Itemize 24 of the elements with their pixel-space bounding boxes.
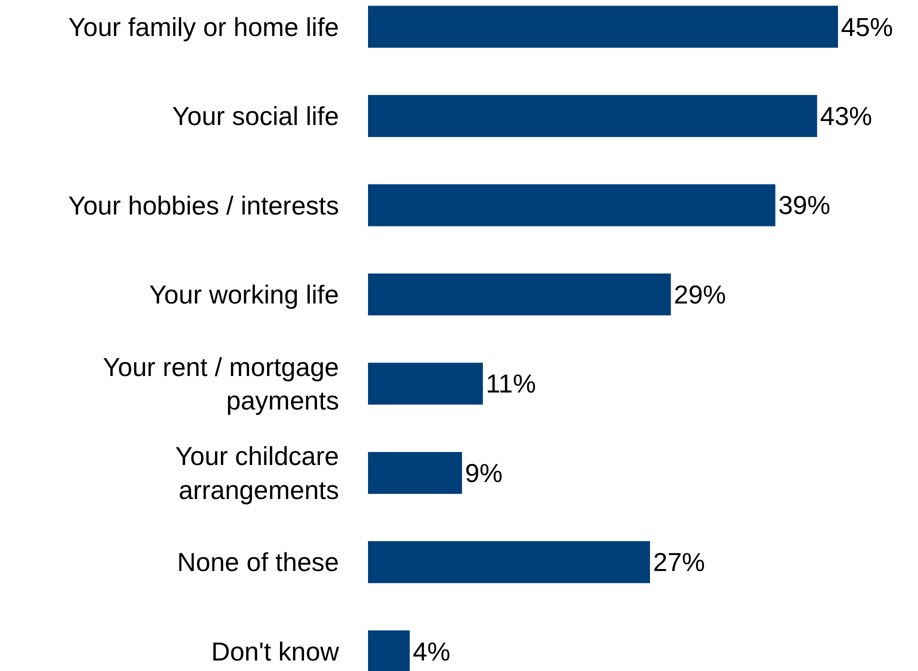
y-tick-label: Your social life [172, 101, 339, 132]
y-tick-label: Your rent / mortgage payments [102, 352, 339, 416]
y-tick-label: None of these [177, 547, 339, 578]
y-tick-label: Your family or home life [68, 12, 339, 42]
bar [368, 95, 818, 137]
data-label: 39% [778, 190, 830, 220]
y-tick-label: Don't know [211, 636, 340, 666]
data-label: 11% [486, 368, 536, 399]
data-label: 4% [412, 636, 450, 666]
bar [368, 184, 776, 226]
data-label: 27% [653, 547, 706, 578]
bar [368, 541, 650, 584]
bar [368, 452, 462, 494]
data-label: 9% [465, 458, 503, 488]
bar [368, 630, 410, 671]
y-tick-label: Your childcare arrangements [175, 441, 339, 505]
bar [368, 273, 671, 316]
bar [368, 362, 483, 405]
data-label: 29% [674, 279, 726, 310]
data-label: 45% [841, 12, 894, 42]
y-tick-label: Your working life [149, 280, 339, 310]
bar [368, 6, 838, 48]
y-tick-label: Your hobbies / interests [68, 190, 339, 220]
data-label: 43% [820, 101, 872, 131]
